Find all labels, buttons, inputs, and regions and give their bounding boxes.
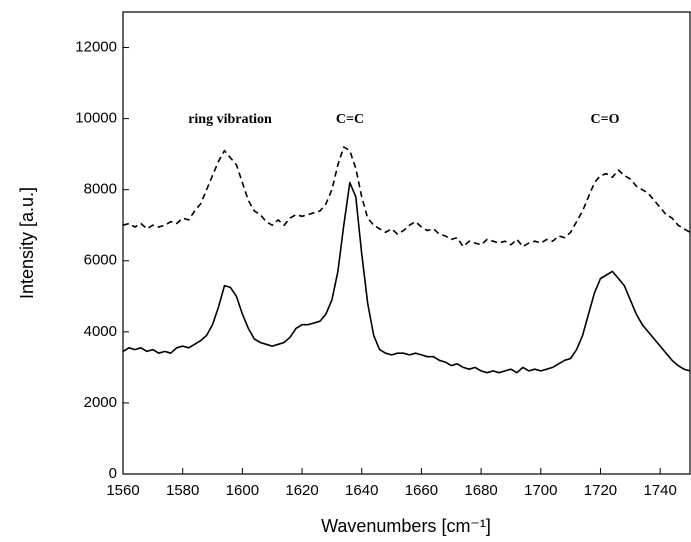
x-tick-label: 1560 [106, 482, 139, 499]
annotation: ring vibration [188, 112, 272, 127]
x-tick-label: 1700 [524, 482, 557, 499]
annotation: C=O [591, 112, 620, 127]
data-line [122, 181, 691, 374]
x-tick-label: 1640 [345, 482, 378, 499]
y-tick-label: 8000 [84, 181, 117, 198]
x-axis-label: Wavenumbers [cm⁻¹] [321, 516, 491, 536]
y-tick-label: 4000 [84, 323, 117, 340]
y-tick-label: 10000 [75, 110, 117, 127]
x-tick-label: 1580 [166, 482, 199, 499]
y-tick-label: 12000 [75, 39, 117, 56]
plot-frame [122, 11, 691, 475]
data-line [122, 146, 691, 248]
x-tick-label: 1680 [464, 482, 497, 499]
x-tick-label: 1660 [405, 482, 438, 499]
x-tick-label: 1720 [584, 482, 617, 499]
x-tick-label: 1620 [285, 482, 318, 499]
y-tick-label: 6000 [84, 252, 117, 269]
x-tick-label: 1600 [226, 482, 259, 499]
x-tick-label: 1740 [643, 482, 676, 499]
y-axis-label: Intensity [a.u.] [17, 187, 37, 299]
y-tick-label: 2000 [84, 394, 117, 411]
y-tick-label: 0 [109, 465, 117, 482]
annotation: C=C [336, 112, 364, 127]
